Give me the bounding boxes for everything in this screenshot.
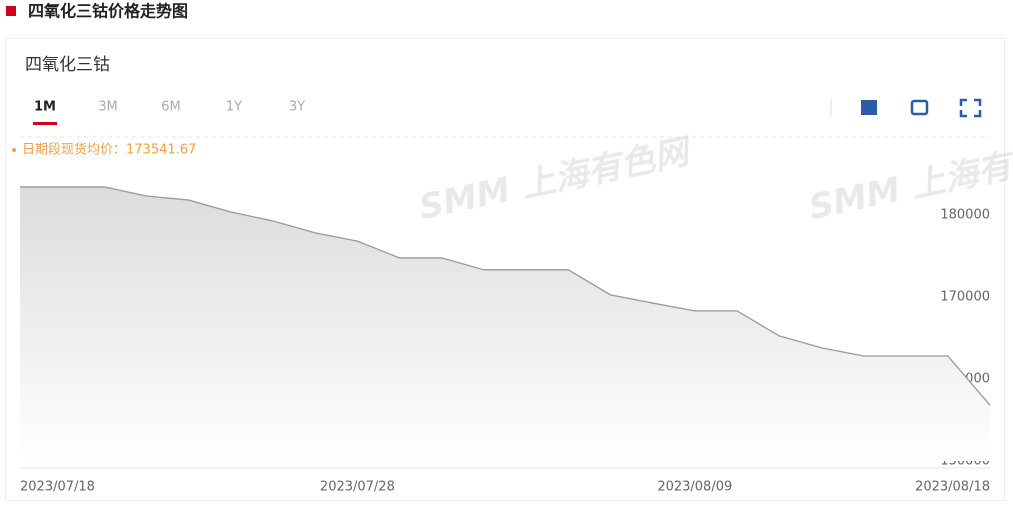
annotation-bullet (12, 148, 16, 152)
toolbar (830, 98, 982, 118)
chart-title: 四氧化三钴 (25, 55, 110, 75)
save-icon[interactable] (861, 100, 877, 115)
print-icon[interactable] (910, 99, 929, 116)
x-tick-label: 2023/08/18 (915, 480, 990, 495)
y-tick-label: 170000 (940, 289, 990, 304)
range-tab[interactable]: 3M (98, 100, 118, 115)
area-fill (20, 186, 990, 461)
range-tab[interactable]: 1M (34, 100, 56, 115)
range-tab[interactable]: 6M (161, 100, 181, 115)
x-tick-label: 2023/07/18 (20, 480, 95, 495)
header-marker (6, 6, 16, 16)
range-tab[interactable]: 1Y (226, 100, 242, 115)
fullscreen-icon[interactable] (959, 98, 982, 118)
tab-underline (33, 122, 57, 125)
header-title: 四氧化三钴价格走势图 (28, 2, 188, 21)
x-tick-label: 2023/08/09 (657, 480, 732, 495)
x-tick-label: 2023/07/28 (320, 480, 395, 495)
range-tab[interactable]: 3Y (289, 100, 305, 115)
price-line (20, 186, 991, 406)
y-tick-label: 180000 (940, 207, 990, 222)
annotation: 日期段现货均价：173541.67 (22, 142, 196, 158)
